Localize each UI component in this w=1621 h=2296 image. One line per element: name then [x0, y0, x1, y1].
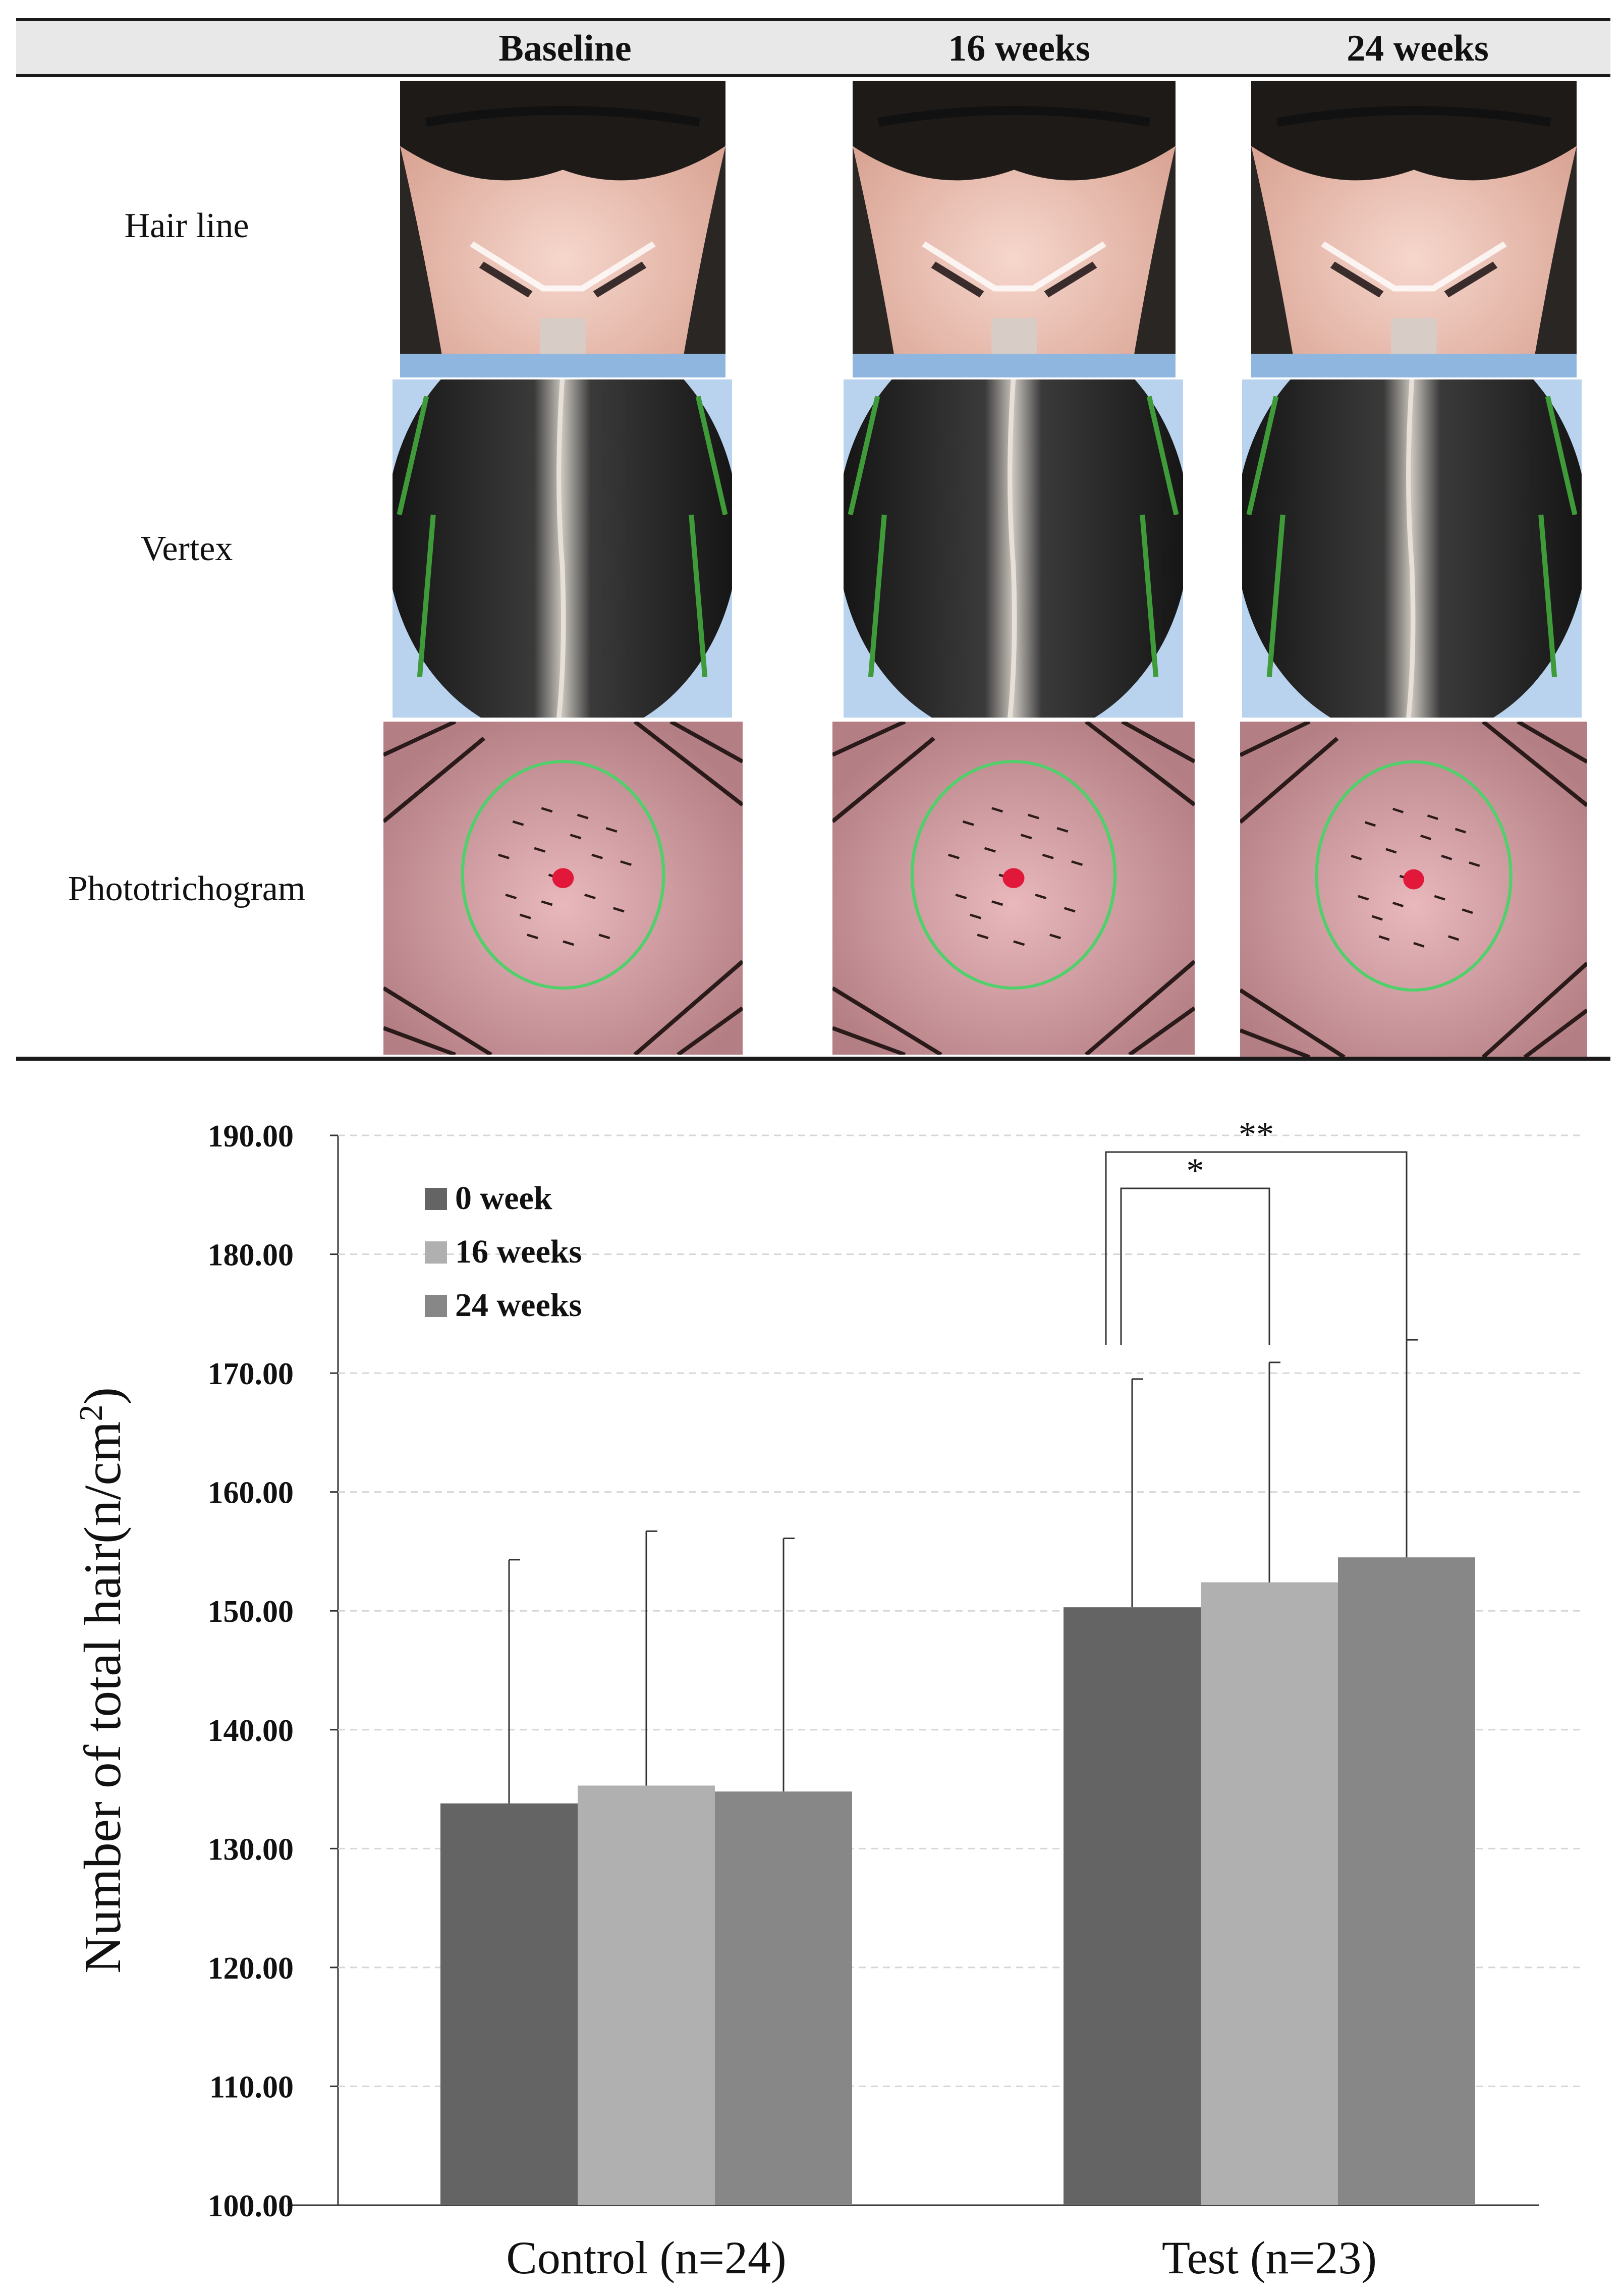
table-bottom-rule [16, 1057, 1610, 1061]
category-label: Test (n=23) [1162, 2232, 1377, 2283]
bar [1201, 1582, 1338, 2205]
row-label-hair-line: Hair line [124, 206, 249, 245]
y-axis-title: Number of total hair(n/cm2) [73, 1387, 132, 1974]
vertex-photo-16-weeks [844, 379, 1183, 718]
significance-label: * [1187, 1152, 1204, 1190]
significance-bracket [1120, 1187, 1270, 1345]
legend-swatch [425, 1188, 447, 1210]
legend-label: 24 weeks [455, 1287, 582, 1324]
y-tick-label: 150.00 [208, 1595, 294, 1629]
legend-label: 0 week [455, 1180, 552, 1217]
y-tick-label: 110.00 [209, 2070, 294, 2104]
significance-label: ** [1239, 1115, 1274, 1154]
bar [1064, 1607, 1201, 2205]
table-header-rule [16, 74, 1610, 77]
table-header-band [16, 21, 1610, 74]
table-top-rule [16, 18, 1610, 21]
hairline-photo-baseline [400, 81, 725, 377]
bar [578, 1785, 715, 2205]
column-header-24-weeks: 24 weeks [1347, 28, 1489, 69]
column-header-baseline: Baseline [498, 28, 632, 69]
y-tick-label: 100.00 [208, 2189, 294, 2223]
hair-count-bar-chart: 100.00 110.00 120.00 130.00 140.00 150.00 160.… [73, 1115, 1584, 2283]
legend-swatch [425, 1241, 447, 1264]
vertex-photo-baseline [393, 379, 732, 718]
y-tick-label: 160.00 [208, 1476, 294, 1510]
hairline-photo-24-weeks [1251, 81, 1577, 377]
y-tick-label: 140.00 [208, 1714, 294, 1748]
y-tick-label: 130.00 [208, 1832, 294, 1867]
bar [440, 1803, 578, 2205]
legend-swatch [425, 1295, 447, 1317]
row-label-vertex: Vertex [140, 529, 233, 568]
vertex-photo-24-weeks [1242, 379, 1582, 718]
bar [715, 1791, 852, 2205]
row-label-phototrichogram: Phototrichogram [68, 869, 306, 908]
column-header-16-weeks: 16 weeks [948, 28, 1090, 69]
y-tick-label: 180.00 [208, 1238, 294, 1273]
phototrichogram-photo-baseline [383, 722, 743, 1055]
significance-bracket [1105, 1151, 1408, 1345]
phototrichogram-photo-16-weeks [832, 722, 1195, 1055]
category-label: Control (n=24) [506, 2232, 786, 2283]
y-tick-label: 170.00 [208, 1357, 294, 1391]
y-tick-label: 190.00 [208, 1119, 294, 1154]
hairline-photo-16-weeks [853, 81, 1176, 377]
bar [1338, 1557, 1475, 2205]
legend-label: 16 weeks [455, 1233, 582, 1270]
phototrichogram-photo-24-weeks [1240, 722, 1587, 1057]
y-tick-label: 120.00 [208, 1951, 294, 1986]
